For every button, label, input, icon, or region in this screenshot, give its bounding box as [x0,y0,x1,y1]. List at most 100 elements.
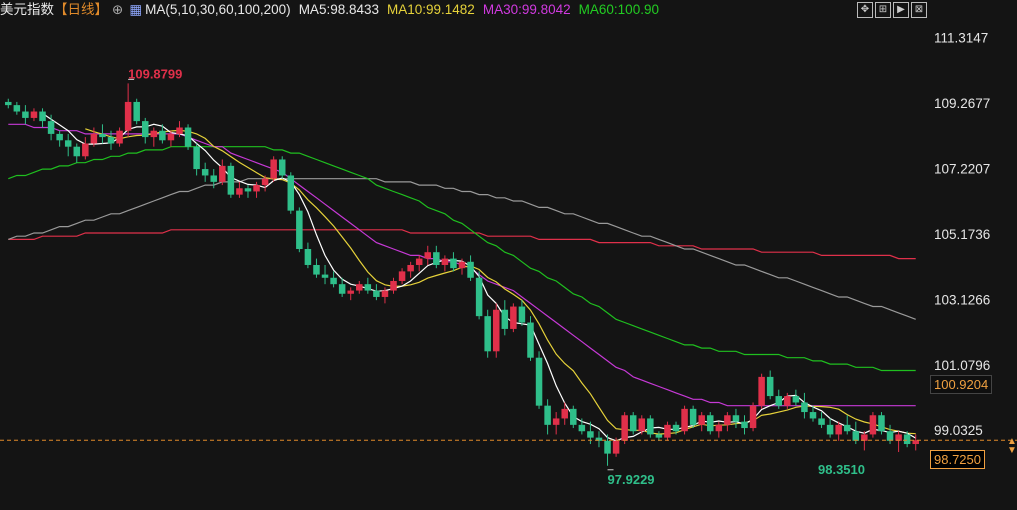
candle-body [321,274,329,278]
chart-toolbar: ✥ ⊞ ▶ ⊠ [857,2,927,18]
candle-body [655,434,663,438]
candle-body [167,133,175,141]
candle-body [5,101,12,106]
candle-body [672,424,680,432]
candle-body [398,271,406,281]
candle-body [261,178,269,186]
candle-body [818,418,825,425]
candle-body [792,396,800,403]
candle-body [784,396,791,406]
candle-body [775,396,783,406]
y-tick-label: 107.2207 [934,161,990,176]
candle-body [612,440,620,454]
last-price-tag: 98.7250 [930,450,985,469]
candle-body [903,434,911,445]
candle-body [141,121,149,138]
candle-body [13,105,21,112]
period-selector[interactable]: 【日线】 [54,2,108,17]
candle-body [475,277,483,317]
sort-arrow-icon[interactable]: ▲ ▼ [1007,436,1017,456]
candle-body [64,140,72,147]
candle-body [193,146,200,170]
candle-body [809,412,817,419]
candle-body [287,175,295,211]
candle-body [835,424,842,435]
candle-body [150,130,158,138]
candle-body [698,415,705,425]
candle-body [484,316,491,352]
candle-body [56,133,63,141]
candle-body [219,165,226,182]
candle-body [356,284,363,291]
candle-body [886,431,894,441]
candle-body [895,434,902,441]
candle-body [407,264,414,272]
candle-body [364,284,372,291]
candle-body [638,418,646,432]
candle-body [373,290,380,297]
candle-body [210,175,217,182]
candle-body [749,405,757,429]
y-tick-label: 105.1736 [934,227,990,242]
candle-body [570,408,577,425]
instrument-title: 美元指数 [0,2,54,17]
y-tick-label: 103.1266 [934,292,990,307]
y-tick-label: 99.0325 [934,423,983,438]
ma200-line [8,229,916,260]
candle-body [826,424,834,435]
high-annotation: 109.8799 [128,66,182,81]
fullscreen-icon[interactable]: ✥ [857,2,873,18]
candle-body [124,101,132,131]
candle-body [852,431,860,441]
candle-body [561,408,568,419]
candle-body [578,424,586,432]
candle-body [201,169,209,176]
candle-body [227,165,235,195]
candle-body [535,357,543,406]
candle-body [390,280,397,291]
ma60-value: MA60:100.90 [578,2,659,17]
candle-body [184,127,192,147]
candle-body [338,284,346,294]
candle-body [47,121,55,134]
play-icon[interactable]: ▶ [893,2,909,18]
ma10-line [85,128,916,435]
settings-icon[interactable]: ⊠ [911,2,927,18]
candle-body [629,415,637,432]
candle-body [492,309,500,352]
y-tick-label: 101.0796 [934,358,990,373]
indicator-icon[interactable]: ▦ [129,2,143,17]
candle-body [347,290,354,294]
add-icon[interactable]: ⊕ [112,2,124,17]
candle-body [296,210,303,249]
candle-body [313,264,320,275]
candle-body [278,159,286,176]
candle-body [707,415,714,432]
candle-body [133,101,140,122]
ma100-line [8,178,916,320]
chart-header: 美元指数【日线】 ⊕ ▦ MA(5,10,30,60,100,200) MA5:98.8… [0,0,667,20]
candle-body [330,277,337,285]
candle-body [116,130,123,144]
candle-body [604,440,611,454]
candle-body [467,261,474,278]
candle-body [732,415,740,422]
candle-body [552,418,560,425]
candle-body [912,440,919,445]
candle-body [544,405,551,425]
candle-body [621,415,628,441]
candle-body [878,415,885,432]
candle-body [244,188,252,192]
y-tick-label: 111.3147 [934,31,988,46]
candle-body [766,376,774,397]
candle-body [758,376,765,406]
candle-body [73,146,81,157]
ma-params[interactable]: MA(5,10,30,60,100,200) [145,2,291,17]
ma30-value: MA30:99.8042 [482,2,571,17]
candle-body [450,258,457,269]
candle-body [527,322,534,358]
ma60-price-tag: 100.9204 [930,375,993,394]
candle-body [270,159,277,179]
zoom-in-icon[interactable]: ⊞ [875,2,891,18]
